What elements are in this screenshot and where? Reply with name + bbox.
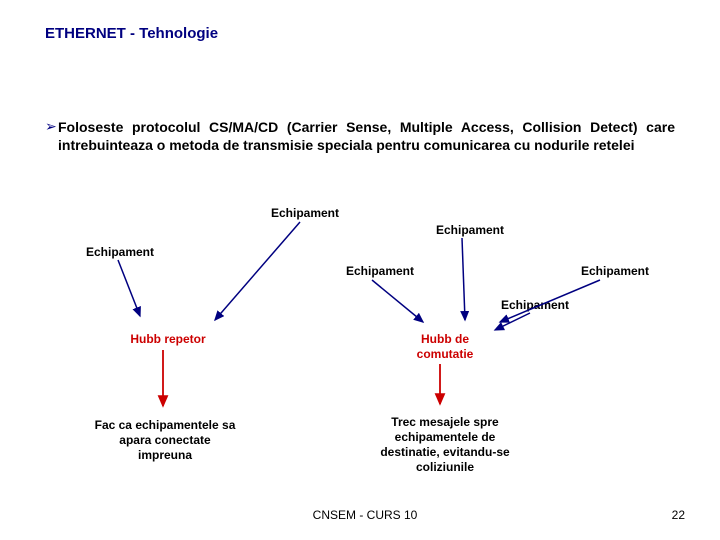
equip-top-label: Echipament: [255, 206, 355, 221]
equip-topright-label: Echipament: [420, 223, 520, 238]
footer-center: CNSEM - CURS 10: [275, 508, 455, 522]
arrow: [462, 238, 465, 320]
desc-right-label: Trec mesajele spre echipamentele de dest…: [340, 415, 550, 475]
body-paragraph: Foloseste protocolul CS/MA/CD (Carrier S…: [58, 118, 675, 154]
equip-left-label: Echipament: [70, 245, 170, 260]
arrow: [372, 280, 423, 322]
equip-right-label: Echipament: [565, 264, 665, 279]
arrow: [118, 260, 140, 316]
arrow: [215, 222, 300, 320]
desc-left-label: Fac ca echipamentele sa apara conectate …: [60, 418, 270, 463]
page-number: 22: [645, 508, 685, 522]
hubb-repetor-label: Hubb repetor: [108, 332, 228, 347]
bullet-glyph: ➢: [45, 118, 57, 135]
arrow: [495, 313, 530, 330]
equip-mid-label: Echipament: [330, 264, 430, 279]
hubb-comut-label: Hubb de comutatie: [385, 332, 505, 362]
page-title: ETHERNET - Tehnologie: [45, 25, 645, 42]
equip-midright-label: Echipament: [485, 298, 585, 313]
